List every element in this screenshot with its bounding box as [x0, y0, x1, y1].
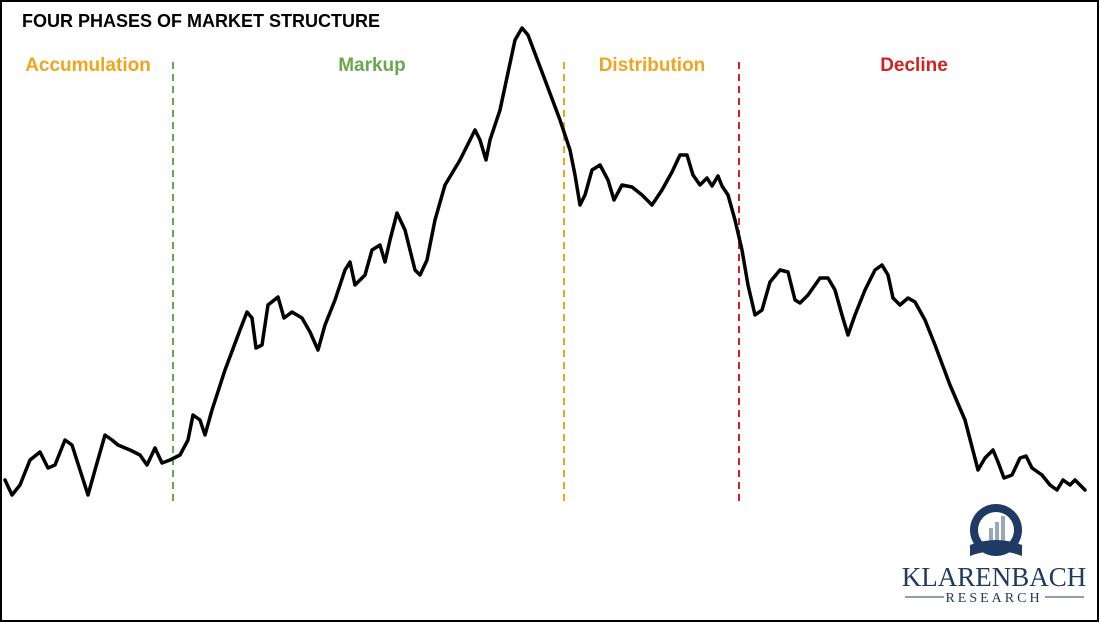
price-line	[3, 26, 1087, 497]
logo: KLARENBACH RESEARCH	[902, 504, 1087, 606]
title: FOUR PHASES OF MARKET STRUCTURE	[22, 11, 380, 31]
logo-wave	[970, 540, 1022, 556]
phase-label: Distribution	[599, 55, 706, 76]
phase-label: Decline	[880, 55, 948, 76]
logo-bar	[1001, 516, 1005, 542]
phase-label: Accumulation	[25, 55, 151, 76]
logo-bar	[995, 522, 999, 542]
logo-bar	[989, 528, 993, 542]
phase-label: Markup	[338, 55, 406, 76]
logo-name: KLARENBACH	[902, 562, 1087, 592]
logo-subtitle: RESEARCH	[945, 591, 1042, 606]
